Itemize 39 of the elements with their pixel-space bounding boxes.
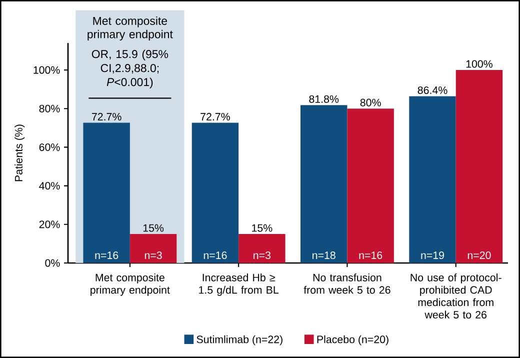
annotation: n=19 (421, 252, 444, 260)
data-label: 15% (252, 224, 272, 232)
y-tick-label: 40% (39, 182, 60, 190)
bar (238, 234, 286, 263)
data-label: 86.4% (418, 86, 448, 94)
annotation: n=20 (468, 252, 491, 260)
annotation: n=18 (312, 252, 336, 260)
bar (300, 105, 348, 263)
annotation: n=16 (204, 252, 227, 260)
annotation: n=16 (95, 252, 118, 260)
y-tick-label: 60% (39, 143, 60, 151)
legend-label: Placebo (n=20) (317, 335, 388, 346)
data-label: 72.7% (92, 112, 122, 120)
data-label: 100% (466, 60, 492, 68)
data-label: 80% (360, 98, 381, 106)
bar (83, 122, 130, 263)
x-tick-label: No use of protocol-prohibited CAD medication from week 5 to 26 (410, 273, 502, 319)
bar (456, 70, 503, 263)
x-tick-label: Increased Hb ≥ 1.5 g/dL from BL (199, 273, 279, 296)
data-label: 81.8% (309, 95, 339, 103)
x-tick-label: Met composite primary endpoint (90, 273, 170, 296)
bar (347, 108, 394, 263)
bar (409, 96, 456, 263)
y-tick-label: 0% (45, 259, 60, 267)
y-axis-title: Patients (%) (14, 124, 25, 182)
x-tick-label: No transfusion from week 5 to 26 (304, 273, 390, 294)
annotation: n=3 (144, 252, 162, 260)
legend-label: Sutimlimab (n=22) (196, 335, 282, 346)
y-tick-label: 80% (39, 104, 60, 112)
y-tick-label: 20% (39, 220, 60, 228)
data-label: 72.7% (200, 112, 230, 120)
annotation: n=3 (254, 252, 271, 260)
y-tick-label: 100% (34, 66, 60, 74)
annotation: n=16 (359, 252, 382, 260)
data-label: 15% (143, 224, 164, 232)
band-label: Met composite primary endpoint (88, 16, 173, 41)
annotation: OR, 15.9 (95% CI,2.9,88.0; P<0.001) (92, 50, 168, 88)
bar (130, 234, 177, 263)
bar (192, 122, 239, 263)
